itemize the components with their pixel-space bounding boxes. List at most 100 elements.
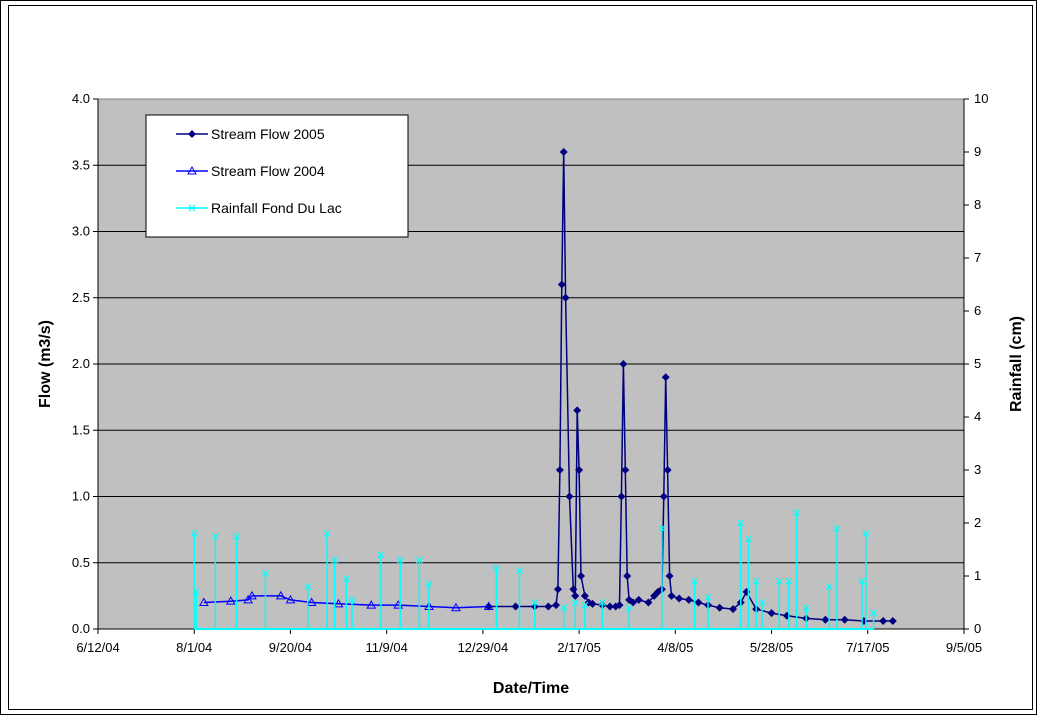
series-point [621,466,630,474]
y2-tick-label: 10 [974,91,988,106]
series-point [285,594,296,604]
gridlines [98,164,964,564]
rainfall-point [862,530,870,538]
y2-tick-label: 4 [974,409,981,424]
series-point [553,585,562,594]
x-tick-labels: 6/12/04 8/1/04 9/20/04 11/9/04 12/29/04 2/17/… [76,640,982,655]
rainfall-point [262,569,269,577]
rainfall-point [691,577,699,585]
rainfall-point [531,599,539,606]
y2-tick-label: 7 [974,250,981,265]
series-point [729,605,738,614]
rainfall-point [581,601,589,609]
y-tick-label: 1.5 [72,422,90,437]
y2-tick-label: 2 [974,515,981,530]
rainfall-point [190,530,198,538]
rainfall-point [571,599,579,606]
y2-tick-label: 3 [974,462,981,477]
rainfall-point [775,577,783,585]
series-point [888,617,897,626]
series-point [879,617,888,626]
x-tick-label: 5/28/05 [750,640,793,655]
y-tick-label: 0.5 [72,555,90,570]
series-point [483,601,494,610]
series-point [555,466,564,474]
series-point [366,600,377,609]
rainfall-point [802,604,810,612]
rainfall-point [758,599,766,606]
series-point [623,572,632,580]
y-tick-label: 3.5 [72,157,90,172]
rainfall-point [233,532,240,540]
y2-tick-label: 9 [974,144,981,159]
rainfall-point [658,524,666,532]
series-point [634,595,643,604]
series-point [619,360,628,368]
series-layer [190,148,897,630]
y-tick-label: 0.0 [72,621,90,636]
rainfall-point [342,575,350,583]
rainfall-point [425,580,433,588]
y2-tick-label: 0 [974,621,981,636]
legend-marker [187,165,197,175]
x-tick-label: 12/29/04 [458,640,509,655]
rainfall-point [192,588,200,596]
y-tick-label: 2.5 [72,290,90,305]
series-point [333,598,344,608]
y-tick-labels: 0.0 0.5 1.0 1.5 2.0 2.5 3.0 3.5 4.0 [72,91,90,636]
rainfall-point [211,532,219,540]
y-axis-title: Flow (m3/s) [37,320,54,408]
series-point [617,492,626,501]
series-point [715,603,724,612]
rainfall-point [737,519,745,527]
x-tick-label: 2/17/05 [557,640,600,655]
rainfall-point [492,564,500,572]
series-point [569,585,578,594]
y-tick-label: 1.0 [72,489,90,504]
series-point [544,602,553,611]
rainfall-point [560,604,568,612]
rainfall-point [704,593,712,601]
rainfall-point [785,577,793,585]
rainfall-point [870,609,877,617]
rainfall-point [825,583,833,591]
series-point [511,602,520,611]
x-tick-label: 4/8/05 [657,640,693,655]
y2-tick-label: 6 [974,303,981,318]
y2-tick-labels: 0 1 2 3 4 5 6 7 8 9 10 [974,91,988,636]
series-point [605,602,614,611]
legend-label: Rainfall Fond Du Lac [211,200,342,216]
rainfall-point [858,577,866,585]
legend-item: Rainfall Fond Du Lac [176,200,342,216]
legend-marker [188,130,196,138]
series-point [684,595,693,604]
series-point [821,615,830,624]
y-tick-label: 3.0 [72,224,90,239]
rainfall-point [304,583,312,591]
series-point [451,602,461,612]
x-tick-label: 6/12/04 [76,640,119,655]
y2-tick-label: 5 [974,356,981,371]
series-point [767,609,776,618]
series-point [575,466,584,474]
x-tick-label: 7/17/05 [846,640,889,655]
series-point [552,601,561,610]
y2-axis-title: Rainfall (cm) [1008,316,1025,412]
rainfall-point [625,604,633,612]
rainfall-point [396,556,404,564]
rainfall-point [793,508,800,516]
series-point [667,591,676,600]
series-point [247,590,257,600]
x-tick-label: 11/9/04 [365,640,407,655]
legend-marker [188,204,196,212]
series-point [573,406,582,415]
rainfall-point [745,535,752,543]
x-axis-title: Date/Time [493,680,569,697]
y-tick-label: 4.0 [72,91,90,106]
series-point [659,492,668,501]
series-point [225,596,236,605]
series-point [559,148,568,156]
rainfall-point [598,599,606,606]
series-point [615,601,624,610]
legend: Stream Flow 2005 Stream Flow 2004 Rainfall… [145,114,409,238]
